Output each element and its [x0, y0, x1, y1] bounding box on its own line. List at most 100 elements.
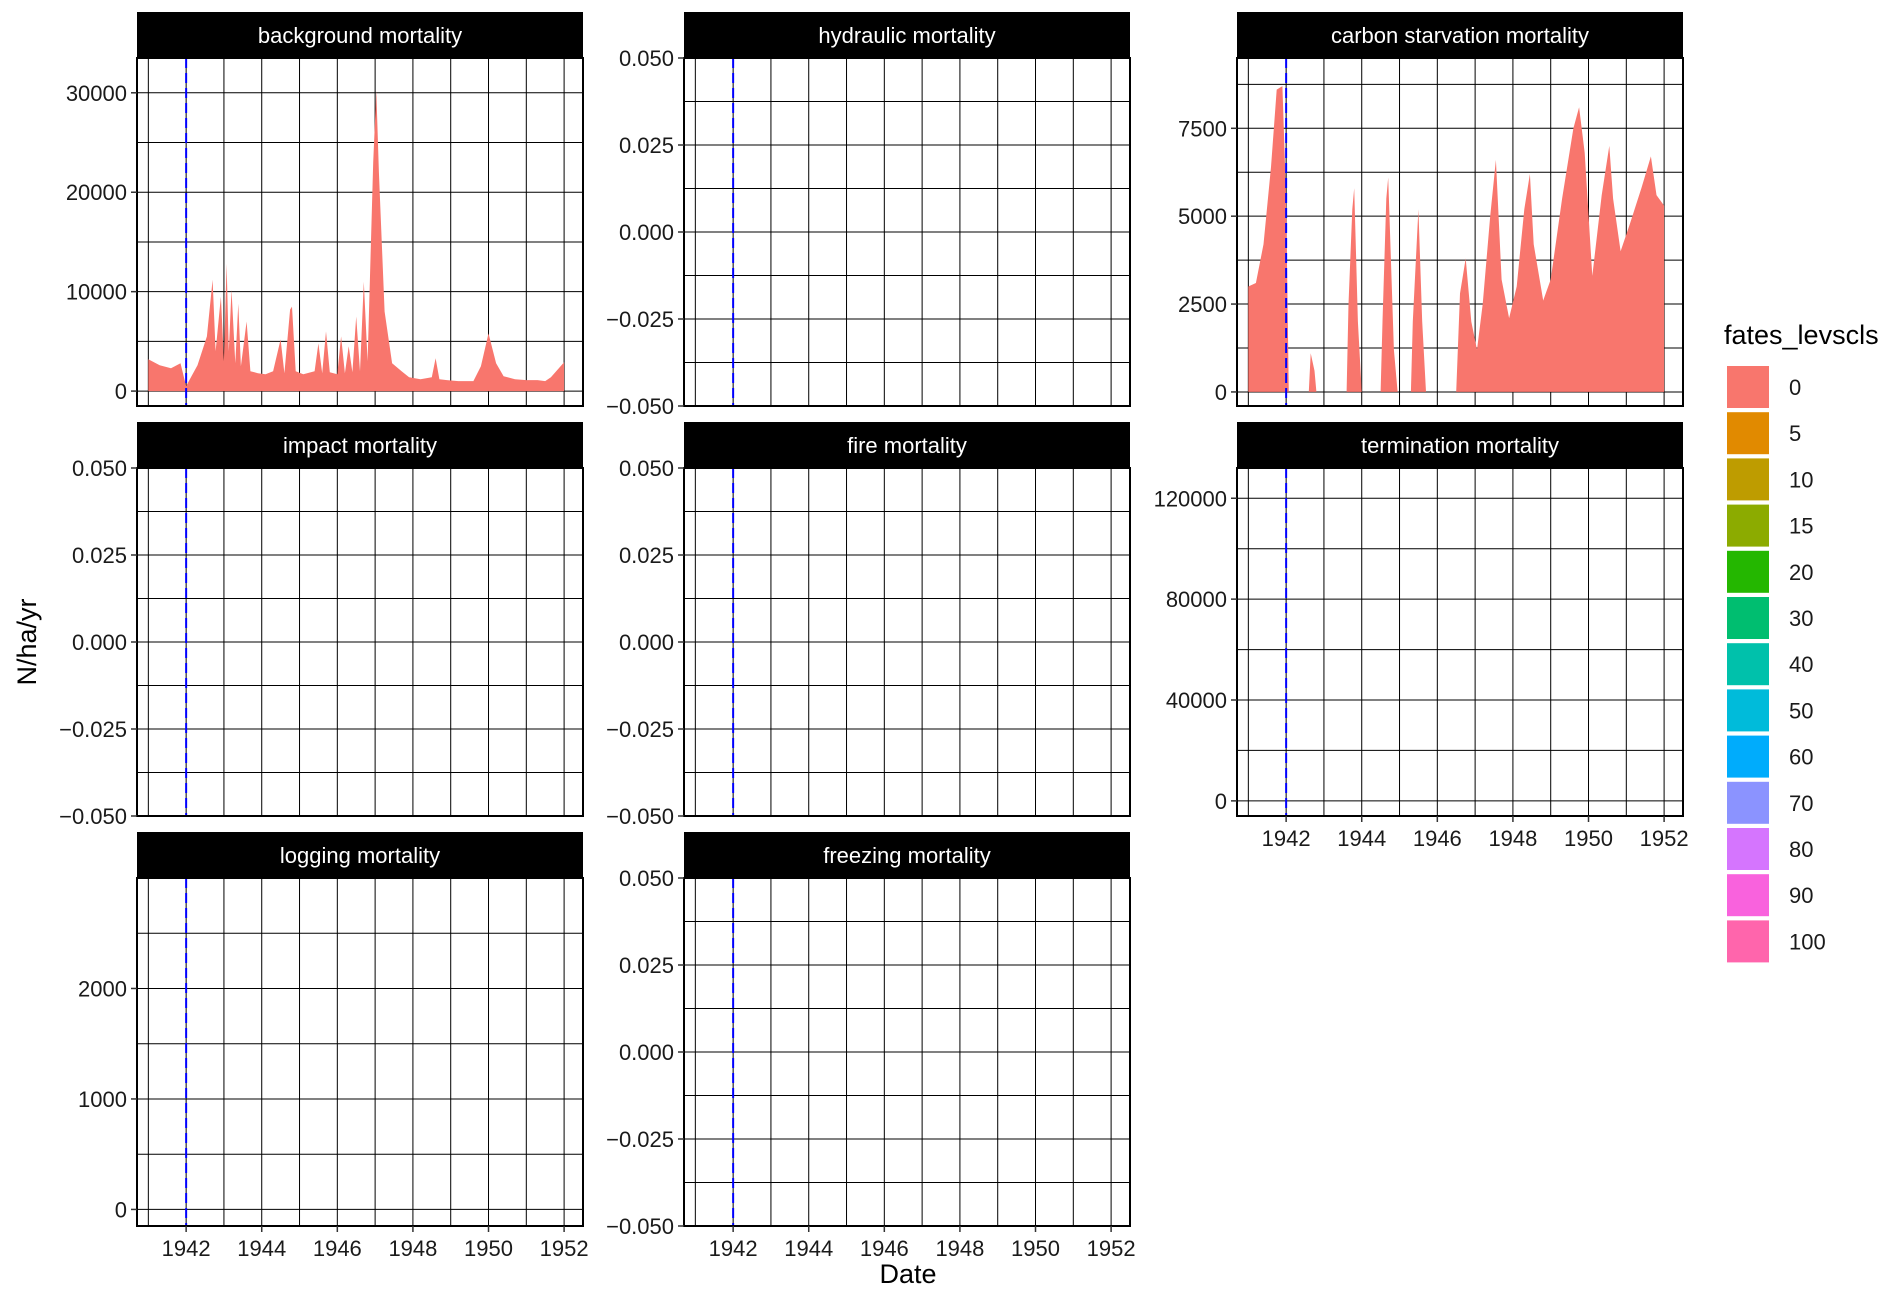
area-series-level-0: [1248, 86, 1665, 392]
legend-label-30: 30: [1789, 606, 1813, 631]
strip-freezing-mortality: [684, 832, 1130, 878]
panel-title: background mortality: [258, 23, 462, 48]
legend-key-70: [1727, 781, 1769, 824]
legend-key-90: [1727, 874, 1769, 917]
panel-carbon-starvation-mortality: carbon starvation mortality 0 2500 5000 7500: [1178, 12, 1684, 407]
y-tick-label: 0.025: [619, 953, 674, 978]
panel-border: [136, 57, 584, 407]
y-tick-label: 0.025: [619, 133, 674, 158]
panel-background: [1237, 468, 1683, 816]
y-tick-label: 120000: [1154, 486, 1227, 511]
panel-hydraulic-mortality: hydraulic mortality −0.050 −0.025 0.000 0.02…: [606, 12, 1131, 419]
legend-key-30: [1727, 597, 1769, 639]
y-tick-label: 0.050: [72, 456, 127, 481]
y-tick-label: 80000: [1166, 587, 1227, 612]
y-tick-label: 0.025: [619, 543, 674, 568]
legend-key-80: [1727, 828, 1769, 870]
legend-key-40: [1727, 643, 1769, 686]
panel-border: [1236, 57, 1684, 407]
y-tick-label: 10000: [66, 280, 127, 305]
panel-impact-mortality: impact mortality −0.050 −0.025 0.000 0.025 0.…: [59, 422, 584, 829]
y-tick-label: −0.025: [606, 717, 674, 742]
y-tick-label: 7500: [1178, 116, 1227, 141]
area-series-level-0: [148, 90, 565, 392]
y-tick-label: 2500: [1178, 292, 1227, 317]
y-tick-label: 0.000: [619, 1040, 674, 1065]
x-tick-label: 1952: [1640, 826, 1689, 851]
x-tick-label: 1946: [1413, 826, 1462, 851]
legend-label-100: 100: [1789, 929, 1826, 954]
x-tick-label: 1946: [860, 1236, 909, 1261]
strip-termination-mortality: [1237, 422, 1683, 468]
strip-carbon-starvation-mortality: [1237, 12, 1683, 58]
legend-label-50: 50: [1789, 698, 1813, 723]
x-tick-label: 1950: [464, 1236, 513, 1261]
panel-title: carbon starvation mortality: [1331, 23, 1589, 48]
legend-label-80: 80: [1789, 837, 1813, 862]
legend-key-100: [1727, 920, 1769, 963]
y-tick-label: 40000: [1166, 688, 1227, 713]
x-tick-label: 1952: [540, 1236, 589, 1261]
x-tick-label: 1950: [1011, 1236, 1060, 1261]
y-tick-label: −0.050: [606, 1214, 674, 1239]
legend-label-70: 70: [1789, 791, 1813, 816]
panel-border: [136, 877, 584, 1227]
x-tick-label: 1948: [935, 1236, 984, 1261]
y-tick-label: 5000: [1178, 204, 1227, 229]
legend: fates_levscls 0 5 10 15 20 30 40 50 60 70 80 90 100: [1724, 320, 1879, 963]
y-tick-label: 0: [1215, 789, 1227, 814]
y-axis-title: N/ha/yr: [12, 598, 42, 685]
legend-label-20: 20: [1789, 560, 1813, 585]
panel-title: logging mortality: [280, 843, 440, 868]
y-tick-label: 0.050: [619, 456, 674, 481]
y-tick-label: −0.050: [606, 394, 674, 419]
x-tick-label: 1946: [313, 1236, 362, 1261]
x-tick-label: 1948: [1488, 826, 1537, 851]
y-tick-label: 0.025: [72, 543, 127, 568]
strip-fire-mortality: [684, 422, 1130, 468]
strip-impact-mortality: [137, 422, 583, 468]
legend-label-0: 0: [1789, 375, 1801, 400]
panel-title: fire mortality: [847, 433, 967, 458]
panel-fire-mortality: fire mortality −0.050 −0.025 0.000 0.025 0.05…: [606, 422, 1131, 829]
strip-hydraulic-mortality: [684, 12, 1130, 58]
y-tick-label: 0: [115, 379, 127, 404]
legend-label-10: 10: [1789, 467, 1813, 492]
x-tick-label: 1942: [709, 1236, 758, 1261]
y-tick-label: 1000: [78, 1087, 127, 1112]
legend-key-5: [1727, 412, 1769, 455]
strip-logging-mortality: [137, 832, 583, 878]
legend-key-60: [1727, 735, 1769, 778]
y-tick-label: 0: [115, 1197, 127, 1222]
panel-border: [1236, 467, 1684, 817]
y-tick-label: 0: [1215, 380, 1227, 405]
y-tick-label: −0.025: [59, 717, 127, 742]
panel-termination-mortality: termination mortality 0 40000 80000 120000 19…: [1154, 422, 1689, 851]
y-tick-label: 2000: [78, 976, 127, 1001]
y-tick-label: 0.050: [619, 866, 674, 891]
panel-logging-mortality: logging mortality 0 1000 2000 1942 1944 1946 19…: [78, 832, 589, 1261]
x-axis-title: Date: [879, 1259, 936, 1289]
y-tick-label: 0.050: [619, 46, 674, 71]
y-tick-label: 30000: [66, 81, 127, 106]
legend-label-40: 40: [1789, 652, 1813, 677]
legend-key-20: [1727, 550, 1769, 593]
panel-freezing-mortality: freezing mortality −0.050 −0.025 0.000 0.025…: [606, 832, 1136, 1261]
legend-label-90: 90: [1789, 883, 1813, 908]
y-tick-label: 0.000: [619, 630, 674, 655]
y-tick-label: 0.000: [619, 220, 674, 245]
legend-label-60: 60: [1789, 745, 1813, 770]
panel-title: impact mortality: [283, 433, 437, 458]
panel-title: freezing mortality: [823, 843, 991, 868]
y-tick-label: −0.050: [606, 804, 674, 829]
legend-key-10: [1727, 458, 1769, 501]
x-tick-label: 1948: [388, 1236, 437, 1261]
panel-background-mortality: background mortality 0 10000 20000 30000: [66, 12, 584, 407]
x-tick-label: 1942: [162, 1236, 211, 1261]
legend-key-50: [1727, 689, 1769, 732]
strip-background-mortality: [137, 12, 583, 58]
legend-key-0: [1727, 366, 1769, 408]
legend-key-15: [1727, 504, 1769, 547]
panel-title: termination mortality: [1361, 433, 1559, 458]
